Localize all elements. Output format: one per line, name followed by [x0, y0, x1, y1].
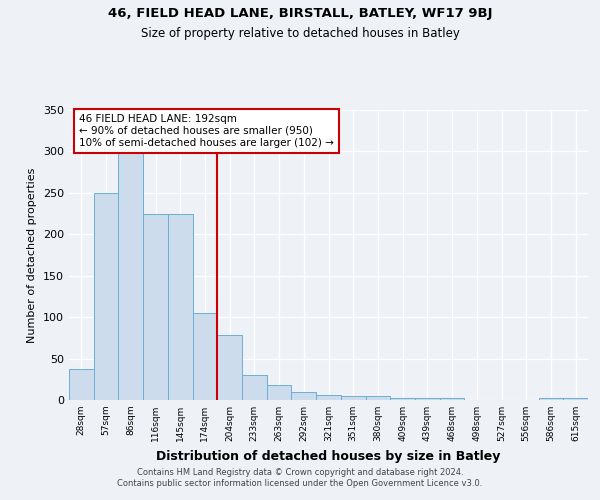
Text: Contains HM Land Registry data © Crown copyright and database right 2024.
Contai: Contains HM Land Registry data © Crown c… — [118, 468, 482, 487]
Bar — [365, 396, 390, 400]
Bar — [341, 396, 365, 400]
Text: 46, FIELD HEAD LANE, BIRSTALL, BATLEY, WF17 9BJ: 46, FIELD HEAD LANE, BIRSTALL, BATLEY, W… — [108, 8, 492, 20]
Bar — [94, 193, 118, 400]
Bar — [69, 368, 94, 400]
Bar — [118, 152, 143, 400]
Bar — [440, 398, 464, 400]
Y-axis label: Number of detached properties: Number of detached properties — [28, 168, 37, 342]
Bar — [267, 385, 292, 400]
Text: 46 FIELD HEAD LANE: 192sqm
← 90% of detached houses are smaller (950)
10% of sem: 46 FIELD HEAD LANE: 192sqm ← 90% of deta… — [79, 114, 334, 148]
Bar — [390, 398, 415, 400]
Bar — [168, 214, 193, 400]
Bar — [539, 398, 563, 400]
Bar — [217, 336, 242, 400]
Bar — [193, 313, 217, 400]
Bar — [292, 392, 316, 400]
Bar — [242, 375, 267, 400]
Bar — [563, 398, 588, 400]
X-axis label: Distribution of detached houses by size in Batley: Distribution of detached houses by size … — [157, 450, 500, 462]
Bar — [143, 214, 168, 400]
Bar — [415, 398, 440, 400]
Text: Size of property relative to detached houses in Batley: Size of property relative to detached ho… — [140, 28, 460, 40]
Bar — [316, 395, 341, 400]
